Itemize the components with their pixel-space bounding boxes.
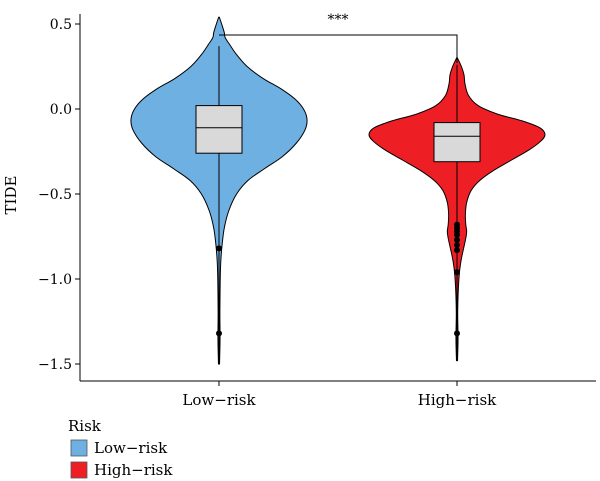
- legend-swatch: [70, 461, 88, 479]
- y-tick-label: 0.0: [50, 102, 72, 118]
- legend-title: Risk: [68, 417, 102, 435]
- outlier-point: [454, 231, 460, 238]
- x-tick-label: Low−risk: [182, 391, 256, 409]
- outlier-point: [216, 245, 222, 252]
- y-tick-label: 0.5: [50, 17, 72, 33]
- legend-swatch: [70, 439, 88, 457]
- outlier-point: [454, 242, 460, 248]
- outlier-point: [454, 269, 460, 276]
- significance-bracket: [219, 34, 458, 63]
- y-tick-label: −0.5: [38, 187, 72, 203]
- y-axis-label: TIDE: [2, 176, 20, 215]
- significance-label: ***: [328, 12, 349, 28]
- legend: Risk Low−risk High−risk: [68, 417, 173, 479]
- plot-area: ***: [130, 12, 546, 365]
- legend-label: Low−risk: [94, 439, 168, 457]
- box: [433, 122, 481, 163]
- legend-label: High−risk: [94, 461, 173, 479]
- outlier-point: [216, 330, 222, 337]
- outlier-point: [454, 247, 460, 254]
- y-tick-label: −1.0: [38, 272, 72, 288]
- axes: 0.5 0.0 −0.5 −1.0 −1.5 Low−risk High−risk: [38, 14, 596, 409]
- outlier-point: [454, 236, 460, 243]
- box: [195, 105, 243, 154]
- y-tick-label: −1.5: [38, 357, 72, 373]
- x-tick-label: High−risk: [418, 391, 497, 409]
- outlier-point: [454, 330, 460, 337]
